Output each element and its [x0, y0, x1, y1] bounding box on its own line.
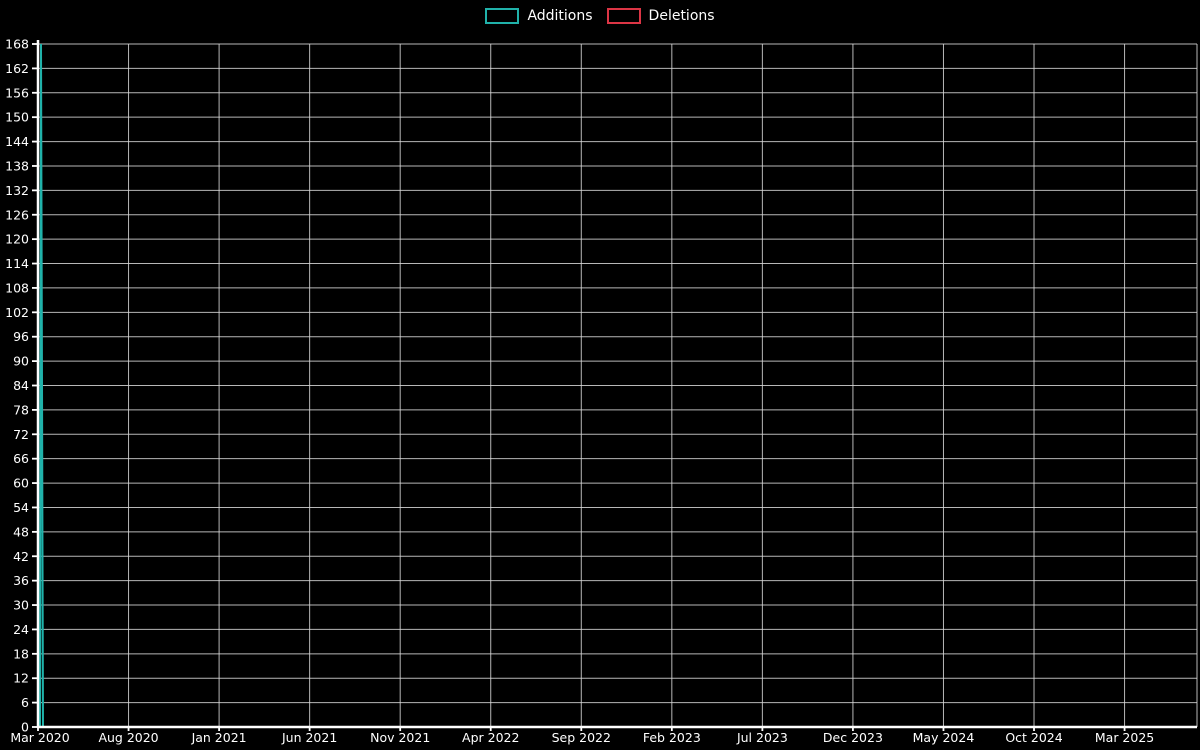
legend-label-deletions: Deletions [648, 8, 715, 24]
y-tick-label: 0 [21, 720, 29, 735]
x-tick-label: May 2024 [913, 730, 975, 745]
y-tick-label: 90 [13, 354, 29, 369]
y-tick-label: 114 [5, 256, 29, 271]
y-tick-label: 72 [13, 427, 29, 442]
y-tick-label: 156 [5, 85, 29, 100]
x-tick-label: Feb 2023 [643, 730, 701, 745]
horizontal-gridlines [38, 43, 1197, 728]
y-tick-label: 102 [5, 305, 29, 320]
y-tick-label: 120 [5, 232, 29, 247]
x-tick-label: Oct 2024 [1005, 730, 1062, 745]
y-tick-label: 12 [13, 671, 29, 686]
y-tick-label: 24 [13, 622, 29, 637]
x-tick-label: Nov 2021 [370, 730, 430, 745]
y-tick-label: 30 [13, 598, 29, 613]
y-tick-label: 132 [5, 183, 29, 198]
x-tick-label: Jul 2023 [736, 730, 788, 745]
x-tick-label: Apr 2022 [462, 730, 519, 745]
x-tick-label: Jan 2021 [191, 730, 247, 745]
y-tick-label: 42 [13, 549, 29, 564]
y-tick-label: 138 [5, 158, 29, 173]
y-tick-label: 126 [5, 207, 29, 222]
legend-label-additions: Additions [527, 8, 593, 24]
y-tick-label: 168 [5, 37, 29, 52]
chart-legend: Additions Deletions [0, 7, 1200, 25]
y-tick-label: 60 [13, 476, 29, 491]
y-tick-label: 36 [13, 573, 29, 588]
y-tick-label: 96 [13, 329, 29, 344]
y-tick-label: 144 [5, 134, 29, 149]
y-tick-label: 84 [13, 378, 29, 393]
x-tick-label: Mar 2020 [10, 730, 69, 745]
legend-item-deletions: Deletions [606, 7, 715, 25]
y-axis-ticks: 0 6 12 18 24 30 36 42 48 54 60 66 72 78 84 90 96 102 108 11… [5, 37, 38, 735]
x-tick-label: Dec 2023 [823, 730, 883, 745]
y-tick-label: 6 [21, 695, 29, 710]
y-tick-label: 66 [13, 451, 29, 466]
x-tick-label: Sep 2022 [552, 730, 611, 745]
x-tick-label: Aug 2020 [98, 730, 158, 745]
x-tick-label: Mar 2025 [1095, 730, 1154, 745]
y-tick-label: 78 [13, 402, 29, 417]
y-tick-label: 48 [13, 524, 29, 539]
y-tick-label: 108 [5, 280, 29, 295]
y-tick-label: 162 [5, 61, 29, 76]
x-tick-label: Jun 2021 [281, 730, 337, 745]
y-tick-label: 150 [5, 110, 29, 125]
y-tick-label: 18 [13, 646, 29, 661]
x-axis-ticks: Mar 2020 Aug 2020 Jan 2021 Jun 2021 Nov 2021… [10, 727, 1154, 745]
y-tick-label: 54 [13, 500, 29, 515]
deletions-swatch [606, 8, 641, 24]
axes [36, 40, 1197, 729]
legend-item-additions: Additions [485, 7, 593, 25]
additions-swatch [485, 8, 520, 24]
vertical-gridlines [128, 44, 1198, 727]
